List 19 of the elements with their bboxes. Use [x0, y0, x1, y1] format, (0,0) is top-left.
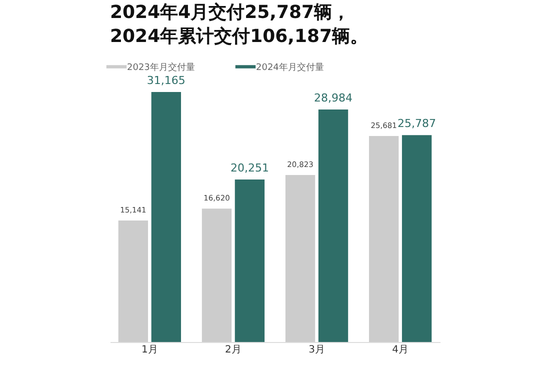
bar [234, 180, 265, 342]
chart-title: 2024年4月交付25,787辆， 2024年累计交付106,187辆。 [110, 2, 368, 47]
x-tick-label: 1月 [141, 344, 158, 356]
bar [368, 136, 399, 342]
data-label: 28,984 [314, 91, 353, 104]
legend-label: 2023年月交付量 [127, 62, 195, 73]
x-tick-label: 4月 [392, 344, 409, 356]
bar [402, 135, 432, 342]
bar [318, 109, 348, 342]
x-tick-label: 3月 [308, 344, 325, 356]
legend-label: 2024年月交付量 [256, 62, 324, 73]
data-label: 20,251 [230, 162, 269, 175]
bar [202, 208, 232, 342]
bar [285, 174, 316, 342]
data-label: 25,787 [398, 117, 436, 130]
bar [151, 92, 182, 342]
data-label: 31,165 [146, 74, 186, 87]
bar [118, 220, 148, 342]
x-tick-label: 2月 [225, 344, 242, 356]
